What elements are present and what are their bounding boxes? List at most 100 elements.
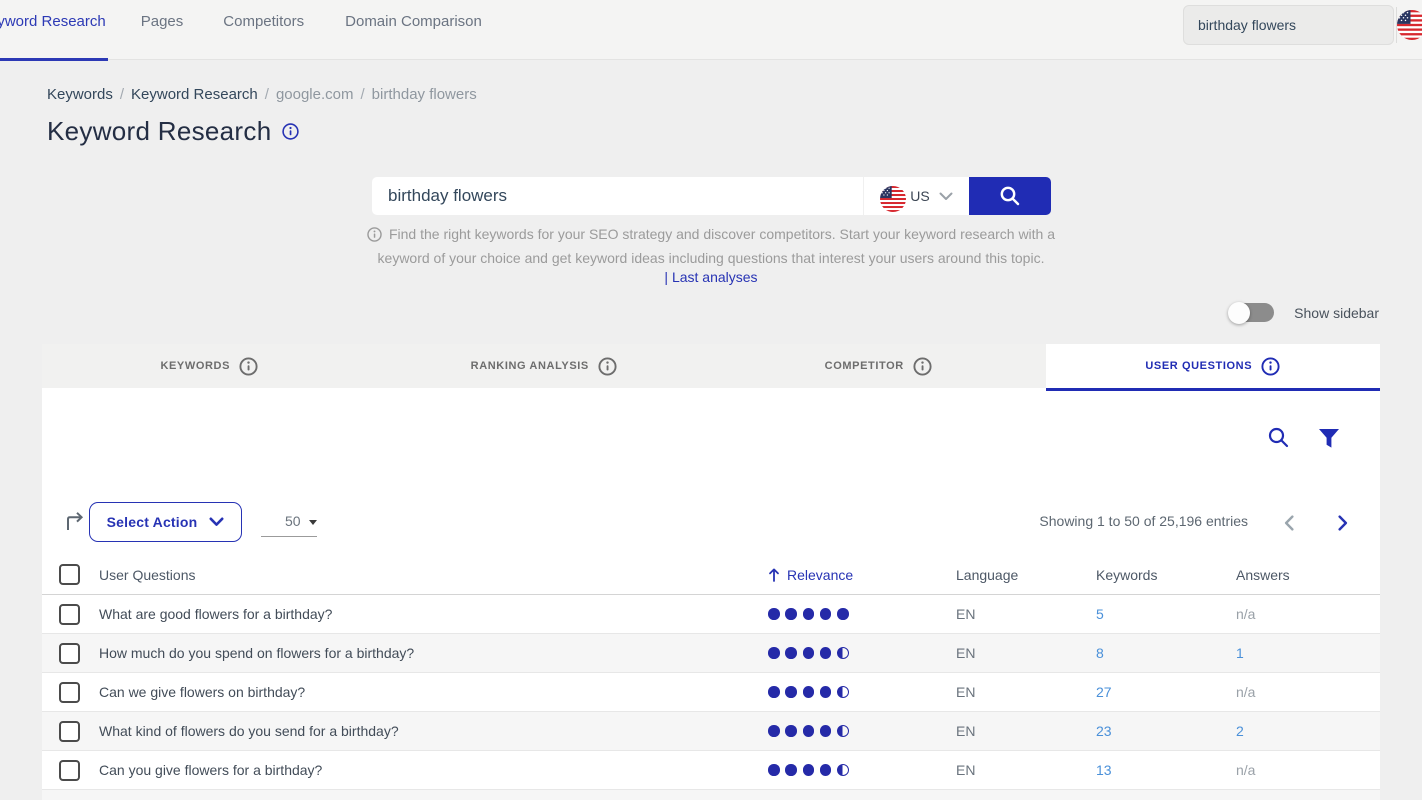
- page-title-info-icon[interactable]: [282, 122, 300, 141]
- breadcrumb-google-com[interactable]: google.com: [275, 86, 354, 103]
- caret-down-icon: [309, 520, 317, 525]
- export-icon[interactable]: [65, 511, 87, 533]
- answers-cell: n/a: [1236, 673, 1255, 711]
- question-cell: How much do you spend on flowers for a b…: [99, 645, 415, 661]
- column-header-user-questions[interactable]: User Questions: [99, 567, 196, 583]
- answers-value: n/a: [1236, 684, 1256, 700]
- language-cell: EN: [956, 645, 976, 661]
- show-sidebar-toggle[interactable]: [1228, 301, 1275, 324]
- question-cell: Can you give flowers for a birthday?: [99, 762, 323, 778]
- tab-label: Competitor: [824, 360, 904, 372]
- user-questions-table: User Questions Relevance Language Keywor…: [42, 546, 1380, 800]
- table-row: Can you give flowers for a birthday? EN 13…: [42, 751, 1380, 790]
- tab-competitor[interactable]: Competitor: [711, 344, 1046, 388]
- page-size-value: 50: [285, 513, 301, 529]
- tab-user-questions[interactable]: User questions: [1045, 344, 1380, 391]
- column-header-relevance[interactable]: Relevance: [768, 556, 853, 594]
- chevron-down-icon: [939, 192, 953, 200]
- relevance-cell: [768, 751, 850, 789]
- breadcrumb-keyword-research[interactable]: Keyword Research: [131, 86, 258, 103]
- column-header-answers[interactable]: Answers: [1236, 567, 1290, 583]
- tab-label: Keywords: [160, 360, 231, 372]
- info-icon: [913, 356, 932, 376]
- search-icon: [1268, 427, 1289, 448]
- pagination-prev-button[interactable]: [1284, 515, 1294, 531]
- select-action-label: Select Action: [106, 514, 198, 530]
- relevance-cell: [768, 595, 849, 633]
- nav-item-domain-comparison[interactable]: Domain Comparison: [345, 0, 482, 60]
- relevance-dot-full: [819, 764, 832, 776]
- search-button[interactable]: [969, 177, 1051, 215]
- relevance-dot-full: [819, 647, 832, 659]
- row-checkbox[interactable]: [59, 759, 80, 781]
- nav-item-competitors[interactable]: Competitors: [223, 0, 304, 60]
- nav-item-pages[interactable]: Pages: [141, 0, 184, 60]
- breadcrumb-separator: /: [360, 86, 365, 103]
- column-header-language[interactable]: Language: [956, 567, 1019, 583]
- page-title-row: Keyword Research: [47, 116, 300, 147]
- tab-keywords[interactable]: Keywords: [42, 344, 377, 388]
- keywords-count-link[interactable]: 5: [1096, 606, 1104, 622]
- keyword-input[interactable]: birthday flowers: [372, 177, 863, 215]
- row-checkbox[interactable]: [59, 720, 80, 742]
- breadcrumb-birthday-flowers[interactable]: birthday flowers: [371, 86, 477, 103]
- relevance-dots: [768, 725, 850, 737]
- row-checkbox[interactable]: [59, 681, 80, 703]
- column-header-label: Relevance: [787, 567, 854, 583]
- keywords-count-link[interactable]: 8: [1096, 645, 1104, 661]
- row-checkbox[interactable]: [59, 642, 80, 664]
- tab-bar: Keywords Ranking analysis Competitor Use…: [42, 344, 1380, 391]
- answers-count-link[interactable]: 1: [1236, 645, 1244, 661]
- search-icon: [1000, 186, 1020, 206]
- row-checkbox[interactable]: [59, 603, 80, 625]
- select-all-checkbox[interactable]: [59, 564, 80, 585]
- relevance-dot-full: [837, 608, 849, 620]
- relevance-dot-full: [819, 725, 832, 737]
- language-cell: EN: [956, 684, 976, 700]
- chevron-right-icon: [1338, 515, 1348, 531]
- tab-ranking-analysis[interactable]: Ranking analysis: [376, 344, 711, 388]
- table-action-row: Select Action 50 Showing 1 to 50 of 25,1…: [42, 502, 1380, 542]
- table-search-icon[interactable]: [1266, 425, 1292, 451]
- filter-icon[interactable]: [1316, 425, 1342, 451]
- relevance-dots: [768, 647, 850, 659]
- relevance-dot-full: [785, 647, 797, 659]
- pagination-next-button[interactable]: [1338, 515, 1348, 531]
- relevance-dot-full: [768, 608, 780, 620]
- corner-up-right-arrow-icon: [67, 512, 84, 530]
- info-icon: [367, 226, 382, 242]
- question-cell: What are good flowers for a birthday?: [99, 606, 333, 622]
- table-toolbar-icons: [1266, 425, 1342, 451]
- keywords-count-cell: 5: [1096, 595, 1104, 633]
- relevance-dot-half: [837, 764, 850, 776]
- country-select[interactable]: US: [863, 177, 969, 215]
- question-cell: Can we give flowers on birthday?: [99, 684, 306, 700]
- country-code: US: [910, 188, 930, 204]
- keywords-count-link[interactable]: 27: [1096, 684, 1112, 700]
- last-analyses-link[interactable]: | Last analyses: [664, 269, 758, 285]
- table-row: How much do you spend on flowers for a b…: [42, 634, 1380, 673]
- relevance-dot-full: [802, 686, 815, 698]
- page-size-select[interactable]: 50: [261, 507, 317, 537]
- top-navbar: Keyword Research Pages Competitors Domai…: [0, 0, 1422, 61]
- info-icon: [282, 122, 300, 140]
- keywords-count-link[interactable]: 13: [1096, 762, 1112, 778]
- nav-item-keyword-research[interactable]: Keyword Research: [0, 0, 108, 61]
- keyword-input-value: birthday flowers: [388, 186, 508, 205]
- answers-count-link[interactable]: 2: [1236, 723, 1244, 739]
- sidebar-toggle-row: Show sidebar: [1228, 301, 1379, 324]
- column-header-keywords[interactable]: Keywords: [1096, 567, 1158, 583]
- show-sidebar-label: Show sidebar: [1294, 304, 1379, 321]
- topbar-search-value: birthday flowers: [1198, 17, 1297, 33]
- nav-item-label: Competitors: [223, 13, 305, 30]
- topbar-divider: [1396, 7, 1397, 43]
- topbar-search-input[interactable]: birthday flowers: [1183, 5, 1394, 45]
- us-flag-icon[interactable]: [1397, 10, 1422, 40]
- keywords-count-link[interactable]: 23: [1096, 723, 1112, 739]
- helper-line-2: keyword of your choice and get keyword i…: [377, 250, 1045, 266]
- select-action-dropdown[interactable]: Select Action: [89, 502, 242, 542]
- answers-cell: 2: [1236, 712, 1244, 750]
- breadcrumb-keywords[interactable]: Keywords: [47, 86, 113, 103]
- relevance-dot-full: [802, 608, 815, 620]
